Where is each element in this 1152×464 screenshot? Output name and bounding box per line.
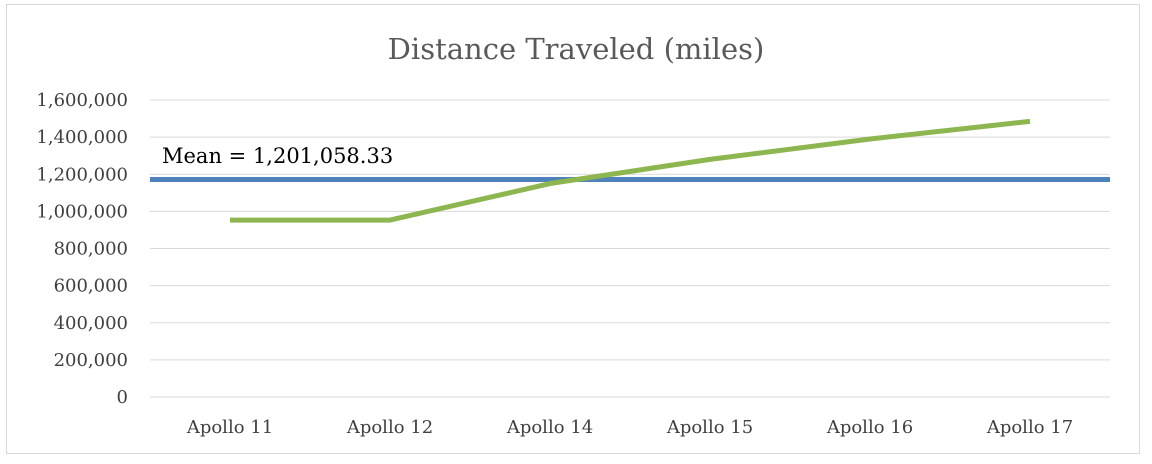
x-tick-label: Apollo 16 bbox=[826, 417, 913, 438]
x-tick-label: Apollo 15 bbox=[666, 417, 753, 438]
y-axis-tick-labels: 0 200,000 400,000 600,000 800,000 1,000,000 1,… bbox=[36, 90, 128, 408]
y-tick-label: 1,600,000 bbox=[36, 90, 128, 111]
series-layer bbox=[229, 118, 1031, 223]
series-line bbox=[230, 118, 1031, 223]
mean-reference: Mean = 1,201,058.33 bbox=[150, 144, 1110, 182]
chart-frame bbox=[6, 4, 1140, 454]
y-tick-label: 1,200,000 bbox=[36, 164, 128, 185]
gridlines bbox=[150, 99, 1110, 398]
y-tick-label: 1,400,000 bbox=[36, 127, 128, 148]
y-tick-label: 600,000 bbox=[54, 276, 128, 297]
y-tick-label: 400,000 bbox=[54, 313, 128, 334]
y-tick-label: 200,000 bbox=[54, 350, 128, 371]
chart-title: Distance Traveled (miles) bbox=[388, 32, 765, 66]
y-tick-label: 800,000 bbox=[54, 239, 128, 260]
x-tick-label: Apollo 12 bbox=[346, 417, 433, 438]
x-tick-label: Apollo 14 bbox=[506, 417, 593, 438]
x-tick-label: Apollo 11 bbox=[186, 417, 273, 438]
mean-label: Mean = 1,201,058.33 bbox=[162, 144, 393, 168]
x-axis-tick-labels: Apollo 11 Apollo 12 Apollo 14 Apollo 15 Apol… bbox=[186, 417, 1073, 438]
y-tick-label: 0 bbox=[117, 387, 128, 408]
y-tick-label: 1,000,000 bbox=[36, 201, 128, 222]
x-tick-label: Apollo 17 bbox=[986, 417, 1073, 438]
